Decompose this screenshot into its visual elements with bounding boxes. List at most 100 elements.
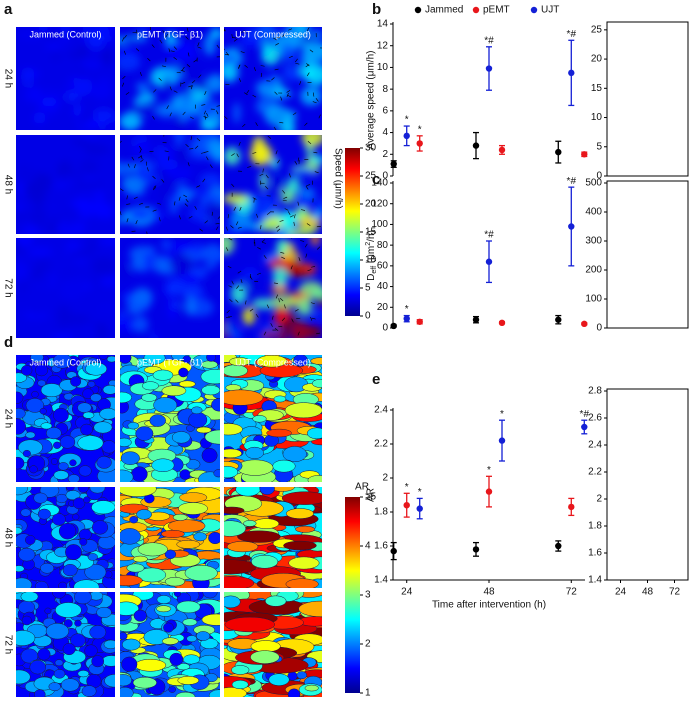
cell bbox=[156, 595, 172, 604]
cell bbox=[20, 508, 31, 517]
cell bbox=[120, 391, 132, 404]
cell bbox=[18, 547, 36, 562]
speed-blob bbox=[264, 105, 291, 126]
vector bbox=[289, 215, 294, 218]
cell bbox=[120, 437, 132, 447]
vector bbox=[281, 317, 286, 321]
speed-blob bbox=[121, 112, 140, 130]
vector bbox=[286, 90, 291, 93]
speed-blob bbox=[59, 177, 79, 185]
speed-blob bbox=[120, 264, 131, 280]
speed-blob bbox=[224, 64, 239, 81]
significance-mark: *# bbox=[567, 29, 577, 40]
vector bbox=[235, 221, 239, 226]
cell bbox=[81, 685, 97, 697]
panel-label: a bbox=[4, 1, 13, 18]
speed-blob bbox=[65, 92, 79, 102]
speed-blob bbox=[301, 135, 322, 147]
vector bbox=[278, 325, 283, 328]
cell bbox=[282, 446, 307, 463]
cell bbox=[298, 600, 322, 617]
vector bbox=[140, 71, 142, 76]
vector bbox=[298, 257, 301, 262]
image-tile bbox=[16, 487, 115, 588]
vector bbox=[311, 266, 316, 268]
cell bbox=[106, 355, 115, 363]
vector bbox=[236, 285, 240, 289]
vector bbox=[147, 167, 149, 172]
cell bbox=[201, 447, 218, 463]
speed-blob bbox=[135, 82, 149, 92]
cell bbox=[99, 408, 115, 420]
cell bbox=[16, 456, 25, 470]
mean-point bbox=[472, 546, 480, 553]
vector bbox=[279, 122, 284, 124]
vector bbox=[294, 58, 298, 63]
cell bbox=[204, 429, 220, 445]
cell bbox=[224, 576, 255, 588]
speed-blob bbox=[96, 203, 115, 220]
vector bbox=[249, 276, 253, 280]
mean-point bbox=[403, 315, 410, 322]
cell bbox=[40, 422, 53, 430]
image-tile bbox=[224, 238, 322, 338]
vector bbox=[225, 226, 228, 231]
vector bbox=[173, 56, 178, 60]
cell bbox=[53, 407, 69, 423]
speed-blob bbox=[56, 218, 84, 234]
cell bbox=[178, 367, 189, 378]
cell bbox=[287, 688, 301, 697]
vector bbox=[314, 337, 316, 338]
speed-blob bbox=[286, 177, 301, 194]
speed-blob bbox=[24, 312, 49, 321]
vector bbox=[185, 143, 189, 148]
vector bbox=[198, 74, 202, 78]
y-tick-label: 500 bbox=[585, 178, 602, 189]
cell bbox=[161, 385, 187, 397]
speed-blob bbox=[135, 161, 145, 180]
cell bbox=[120, 469, 134, 482]
speed-blob bbox=[205, 74, 220, 93]
speed-blob bbox=[272, 176, 283, 193]
y-tick-label: 120 bbox=[371, 198, 388, 209]
vector bbox=[273, 126, 277, 130]
vector bbox=[122, 75, 126, 80]
vector bbox=[173, 46, 177, 50]
cell bbox=[156, 605, 172, 613]
y-tick-label: 6 bbox=[382, 105, 388, 116]
vector bbox=[120, 211, 122, 216]
legend-label: UJT bbox=[541, 5, 559, 16]
vector bbox=[287, 211, 291, 215]
vector bbox=[265, 174, 269, 179]
cell bbox=[237, 530, 281, 543]
vector bbox=[168, 48, 171, 53]
panel-label: d bbox=[4, 334, 13, 351]
cell bbox=[186, 635, 198, 643]
cell bbox=[70, 633, 86, 648]
speed-blob bbox=[224, 227, 243, 234]
cell bbox=[29, 660, 46, 675]
vector bbox=[275, 294, 278, 299]
speed-blob bbox=[16, 238, 34, 249]
plot-frame bbox=[606, 180, 689, 329]
cell bbox=[91, 655, 105, 668]
speed-blob bbox=[82, 323, 98, 338]
vector bbox=[170, 50, 175, 52]
cell bbox=[273, 395, 287, 403]
cell bbox=[175, 691, 196, 697]
vector bbox=[306, 27, 310, 31]
speed-blob bbox=[161, 238, 171, 252]
vector bbox=[196, 138, 201, 142]
vector bbox=[224, 28, 226, 32]
speed-blob bbox=[29, 305, 45, 315]
vector bbox=[307, 269, 312, 272]
vector bbox=[140, 159, 144, 163]
cell bbox=[30, 355, 44, 363]
cell bbox=[196, 426, 212, 434]
cell bbox=[77, 670, 90, 678]
vector bbox=[260, 65, 265, 67]
speed-blob bbox=[286, 268, 311, 277]
speed-blob bbox=[239, 36, 263, 47]
vector bbox=[182, 111, 186, 116]
cell bbox=[120, 632, 128, 641]
